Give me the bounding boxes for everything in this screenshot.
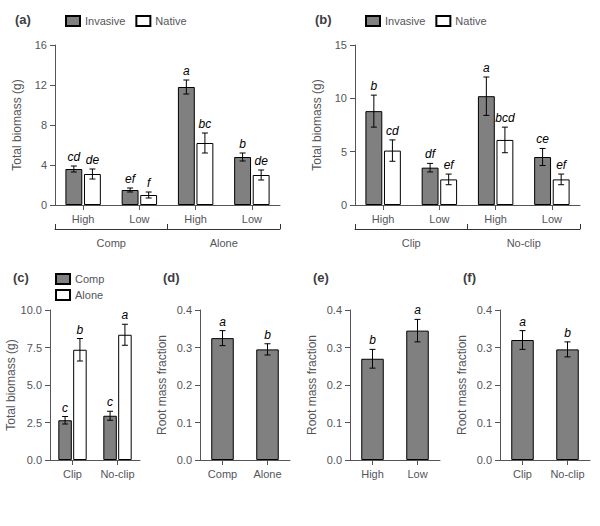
svg-text:8: 8: [41, 119, 47, 131]
svg-text:0.4: 0.4: [327, 304, 342, 316]
svg-text:0.3: 0.3: [327, 342, 342, 354]
svg-text:No-clip: No-clip: [100, 468, 134, 480]
svg-text:(b): (b): [315, 12, 332, 27]
svg-text:Native: Native: [155, 15, 186, 27]
svg-text:0.1: 0.1: [177, 417, 192, 429]
svg-text:Low: Low: [129, 213, 149, 225]
svg-text:0.1: 0.1: [327, 417, 342, 429]
svg-text:(d): (d): [163, 270, 180, 285]
svg-text:Comp: Comp: [208, 468, 237, 480]
svg-text:Alone: Alone: [210, 237, 238, 249]
svg-text:7.5: 7.5: [27, 342, 42, 354]
svg-text:Clip: Clip: [402, 237, 421, 249]
svg-text:Alone: Alone: [253, 468, 281, 480]
svg-text:0.2: 0.2: [327, 379, 342, 391]
svg-text:Low: Low: [242, 213, 262, 225]
svg-text:ef: ef: [125, 172, 137, 186]
svg-text:ef: ef: [556, 158, 568, 172]
svg-text:5: 5: [341, 146, 347, 158]
svg-text:Alone: Alone: [75, 289, 103, 301]
svg-text:a: a: [219, 315, 226, 329]
svg-text:de: de: [86, 153, 100, 167]
svg-text:5.0: 5.0: [27, 379, 42, 391]
svg-text:(f): (f): [463, 270, 476, 285]
svg-text:ef: ef: [444, 158, 456, 172]
svg-text:Total biomass (g): Total biomass (g): [10, 79, 24, 170]
svg-text:10.0: 10.0: [21, 304, 42, 316]
svg-text:(c): (c): [13, 270, 29, 285]
svg-text:a: a: [122, 308, 129, 322]
svg-text:15: 15: [335, 39, 347, 51]
svg-text:High: High: [361, 468, 384, 480]
svg-text:Clip: Clip: [513, 468, 532, 480]
svg-text:c: c: [62, 401, 68, 415]
svg-text:Total biomass (g): Total biomass (g): [4, 339, 18, 430]
svg-text:0.0: 0.0: [27, 454, 42, 466]
svg-text:0: 0: [341, 199, 347, 211]
svg-text:High: High: [184, 213, 207, 225]
svg-text:0: 0: [41, 199, 47, 211]
svg-text:High: High: [372, 213, 395, 225]
svg-text:de: de: [254, 154, 268, 168]
svg-text:0.4: 0.4: [177, 304, 192, 316]
svg-text:f: f: [147, 176, 152, 190]
svg-text:b: b: [239, 137, 246, 151]
svg-text:b: b: [77, 323, 84, 337]
svg-text:4: 4: [41, 159, 47, 171]
svg-text:0.0: 0.0: [327, 454, 342, 466]
svg-text:Invasive: Invasive: [385, 15, 425, 27]
svg-text:a: a: [483, 61, 490, 75]
svg-text:0.0: 0.0: [477, 454, 492, 466]
svg-text:0.2: 0.2: [177, 379, 192, 391]
svg-text:Root mass fraction: Root mass fraction: [155, 335, 169, 435]
svg-text:No-clip: No-clip: [507, 237, 541, 249]
svg-text:Invasive: Invasive: [85, 15, 125, 27]
svg-text:b: b: [264, 328, 271, 342]
svg-text:Low: Low: [542, 213, 562, 225]
svg-text:Root mass fraction: Root mass fraction: [305, 335, 319, 435]
svg-text:Root mass fraction: Root mass fraction: [455, 335, 469, 435]
svg-text:b: b: [369, 333, 376, 347]
svg-text:a: a: [183, 64, 190, 78]
svg-text:10: 10: [335, 92, 347, 104]
svg-text:a: a: [519, 315, 526, 329]
svg-text:bcd: bcd: [495, 111, 515, 125]
svg-text:Low: Low: [407, 468, 427, 480]
svg-text:Comp: Comp: [97, 237, 126, 249]
svg-text:bc: bc: [199, 117, 212, 131]
svg-text:Total biomass (g): Total biomass (g): [310, 79, 324, 170]
svg-text:0.0: 0.0: [177, 454, 192, 466]
svg-text:High: High: [484, 213, 507, 225]
svg-text:Native: Native: [455, 15, 486, 27]
svg-text:a: a: [414, 303, 421, 317]
svg-text:ce: ce: [536, 132, 549, 146]
svg-text:(e): (e): [313, 270, 329, 285]
svg-text:No-clip: No-clip: [550, 468, 584, 480]
svg-text:12: 12: [35, 79, 47, 91]
svg-text:df: df: [425, 147, 437, 161]
svg-text:2.5: 2.5: [27, 417, 42, 429]
svg-text:16: 16: [35, 39, 47, 51]
svg-text:cd: cd: [386, 124, 399, 138]
svg-text:Comp: Comp: [75, 273, 104, 285]
svg-text:0.3: 0.3: [177, 342, 192, 354]
svg-text:b: b: [564, 326, 571, 340]
svg-text:cd: cd: [68, 150, 81, 164]
svg-text:(a): (a): [15, 12, 31, 27]
svg-text:b: b: [371, 79, 378, 93]
svg-text:0.2: 0.2: [477, 379, 492, 391]
svg-text:c: c: [107, 395, 113, 409]
svg-text:0.3: 0.3: [477, 342, 492, 354]
svg-text:0.4: 0.4: [477, 304, 492, 316]
svg-text:Low: Low: [429, 213, 449, 225]
svg-text:High: High: [72, 213, 95, 225]
svg-text:Clip: Clip: [63, 468, 82, 480]
svg-text:0.1: 0.1: [477, 417, 492, 429]
